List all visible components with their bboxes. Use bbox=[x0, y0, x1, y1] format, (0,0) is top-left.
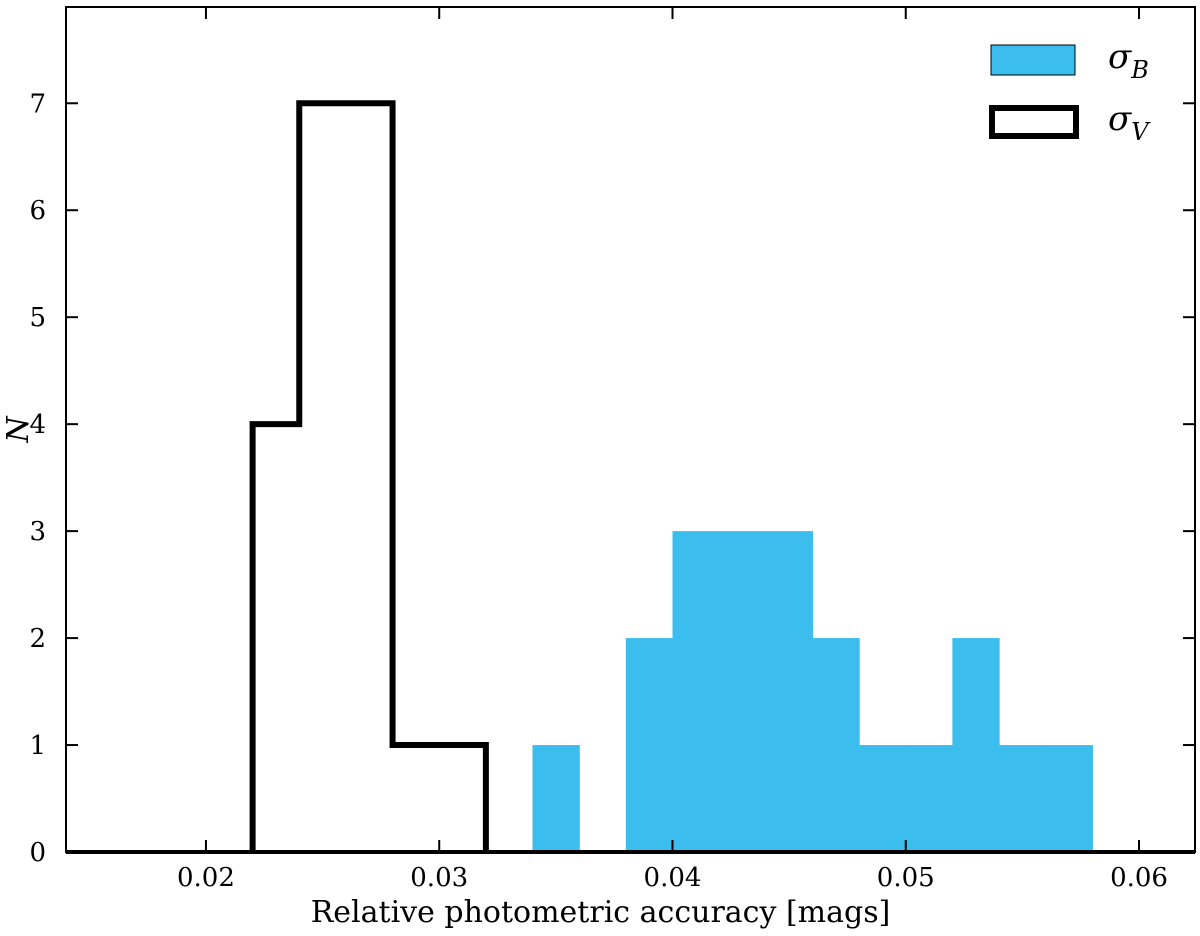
bar-sigma-b-7 bbox=[905, 745, 954, 852]
y-tick-label: 1 bbox=[29, 731, 46, 761]
legend-subscript: B bbox=[1130, 56, 1149, 84]
y-tick-label: 4 bbox=[29, 410, 46, 440]
bar-sigma-b-2 bbox=[672, 531, 720, 852]
legend-label: σB bbox=[1108, 37, 1149, 84]
x-tick-label: 0.03 bbox=[410, 863, 468, 893]
x-tick-label: 0.06 bbox=[1110, 863, 1168, 893]
bar-sigma-b-10 bbox=[1045, 745, 1093, 852]
y-axis-label: N bbox=[1, 415, 36, 444]
y-tick-label: 5 bbox=[29, 303, 46, 333]
bar-sigma-b-1 bbox=[625, 638, 674, 852]
y-tick-label: 2 bbox=[29, 624, 46, 654]
bar-sigma-b-8 bbox=[952, 638, 1000, 852]
bars-layer bbox=[532, 531, 1093, 852]
x-tick-label: 0.02 bbox=[177, 863, 235, 893]
y-tick-label: 7 bbox=[29, 89, 46, 119]
bar-sigma-b-6 bbox=[859, 745, 907, 852]
legend-subscript: V bbox=[1131, 118, 1151, 146]
y-tick-label: 6 bbox=[29, 196, 46, 226]
bar-sigma-b-4 bbox=[765, 531, 814, 852]
x-tick-label: 0.04 bbox=[644, 863, 702, 893]
legend-label: σV bbox=[1108, 99, 1151, 146]
legend-swatch-sigma-b bbox=[990, 44, 1076, 76]
step-layer bbox=[249, 100, 489, 852]
y-tick-label: 0 bbox=[29, 838, 46, 868]
bar-sigma-b-3 bbox=[719, 531, 767, 852]
bar-sigma-b-0 bbox=[532, 745, 580, 852]
y-tick-label: 3 bbox=[29, 517, 46, 547]
legend: σB σV bbox=[989, 37, 1151, 146]
legend-swatch-sigma-v bbox=[989, 105, 1079, 139]
step-outline-sigma-v bbox=[249, 100, 489, 852]
x-axis-label: Relative photometric accuracy [mags] bbox=[311, 895, 891, 930]
ticks-layer: 0.02 0.03 0.04 0.05 0.06 0 1 2 3 4 5 6 7 bbox=[29, 7, 1195, 893]
bar-sigma-b-5 bbox=[812, 638, 860, 852]
x-tick-label: 0.05 bbox=[877, 863, 935, 893]
bar-sigma-b-9 bbox=[999, 745, 1047, 852]
